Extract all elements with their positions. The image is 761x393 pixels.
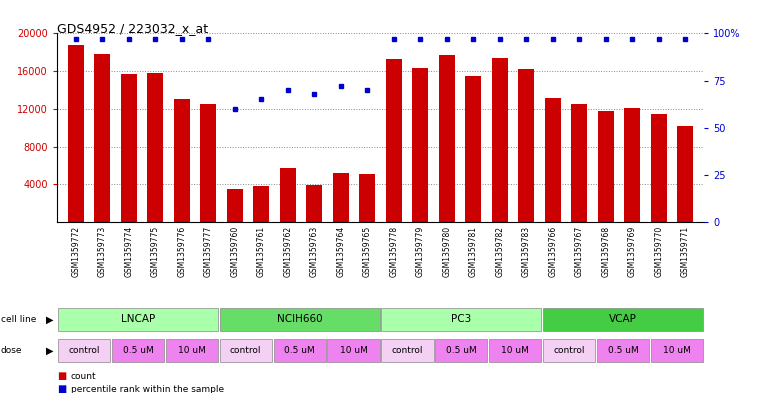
Bar — [386, 59, 402, 222]
Text: percentile rank within the sample: percentile rank within the sample — [71, 385, 224, 393]
Bar — [543, 339, 595, 362]
Text: GDS4952 / 223032_x_at: GDS4952 / 223032_x_at — [57, 22, 209, 35]
Text: GSM1359780: GSM1359780 — [442, 226, 451, 277]
Text: 10 uM: 10 uM — [663, 346, 691, 355]
Bar — [651, 114, 667, 222]
Bar — [381, 308, 541, 331]
Text: GSM1359769: GSM1359769 — [628, 226, 637, 277]
Bar — [58, 339, 110, 362]
Text: 0.5 uM: 0.5 uM — [123, 346, 153, 355]
Text: GSM1359767: GSM1359767 — [575, 226, 584, 277]
Bar — [439, 55, 455, 222]
Text: GSM1359760: GSM1359760 — [230, 226, 239, 277]
Bar — [253, 186, 269, 222]
Text: GSM1359781: GSM1359781 — [469, 226, 478, 277]
Bar — [273, 339, 326, 362]
Bar — [112, 339, 164, 362]
Text: cell line: cell line — [1, 315, 36, 324]
Bar — [651, 339, 703, 362]
Bar — [94, 54, 110, 222]
Text: GSM1359776: GSM1359776 — [177, 226, 186, 277]
Bar — [624, 108, 640, 222]
Bar — [435, 339, 488, 362]
Text: control: control — [68, 346, 100, 355]
Bar — [166, 339, 218, 362]
Text: VCAP: VCAP — [609, 314, 637, 324]
Bar — [598, 111, 614, 222]
Text: 10 uM: 10 uM — [501, 346, 529, 355]
Text: count: count — [71, 372, 97, 380]
Bar — [306, 185, 322, 222]
Text: 0.5 uM: 0.5 uM — [446, 346, 476, 355]
Text: GSM1359772: GSM1359772 — [71, 226, 80, 277]
Bar — [68, 45, 84, 222]
Text: 10 uM: 10 uM — [339, 346, 368, 355]
Text: NCIH660: NCIH660 — [277, 314, 323, 324]
Bar — [572, 104, 587, 222]
Text: control: control — [392, 346, 423, 355]
Text: dose: dose — [1, 346, 22, 355]
Text: LNCAP: LNCAP — [121, 314, 155, 324]
Text: control: control — [553, 346, 585, 355]
Text: GSM1359779: GSM1359779 — [416, 226, 425, 277]
Bar — [174, 99, 189, 222]
Bar — [677, 126, 693, 222]
Text: GSM1359771: GSM1359771 — [681, 226, 690, 277]
Text: 0.5 uM: 0.5 uM — [608, 346, 638, 355]
Text: GSM1359770: GSM1359770 — [654, 226, 664, 277]
Bar — [58, 308, 218, 331]
Bar — [200, 104, 216, 222]
Bar — [518, 69, 534, 222]
Bar — [147, 73, 163, 222]
Text: GSM1359777: GSM1359777 — [204, 226, 212, 277]
Bar — [412, 68, 428, 222]
Bar — [121, 74, 137, 222]
Text: GSM1359763: GSM1359763 — [310, 226, 319, 277]
Bar — [280, 168, 296, 222]
Bar — [227, 189, 243, 222]
Bar — [381, 339, 434, 362]
Bar — [543, 308, 703, 331]
Text: GSM1359762: GSM1359762 — [283, 226, 292, 277]
Text: GSM1359768: GSM1359768 — [601, 226, 610, 277]
Text: 0.5 uM: 0.5 uM — [285, 346, 315, 355]
Text: GSM1359783: GSM1359783 — [522, 226, 531, 277]
Bar — [220, 308, 380, 331]
Text: GSM1359782: GSM1359782 — [495, 226, 505, 277]
Text: GSM1359778: GSM1359778 — [390, 226, 398, 277]
Bar — [489, 339, 541, 362]
Bar — [545, 97, 561, 222]
Text: GSM1359761: GSM1359761 — [256, 226, 266, 277]
Bar — [492, 58, 508, 222]
Text: PC3: PC3 — [451, 314, 472, 324]
Text: GSM1359773: GSM1359773 — [97, 226, 107, 277]
Text: GSM1359764: GSM1359764 — [336, 226, 345, 277]
Text: control: control — [230, 346, 262, 355]
Text: GSM1359775: GSM1359775 — [151, 226, 160, 277]
Text: 10 uM: 10 uM — [178, 346, 205, 355]
Bar — [465, 76, 481, 222]
Text: GSM1359766: GSM1359766 — [549, 226, 557, 277]
Text: ▶: ▶ — [46, 346, 53, 356]
Bar — [220, 339, 272, 362]
Text: GSM1359765: GSM1359765 — [363, 226, 371, 277]
Text: ▶: ▶ — [46, 314, 53, 324]
Text: ■: ■ — [57, 371, 66, 381]
Text: GSM1359774: GSM1359774 — [124, 226, 133, 277]
Bar — [327, 339, 380, 362]
Text: ■: ■ — [57, 384, 66, 393]
Bar — [597, 339, 649, 362]
Bar — [333, 173, 349, 222]
Bar — [359, 174, 375, 222]
